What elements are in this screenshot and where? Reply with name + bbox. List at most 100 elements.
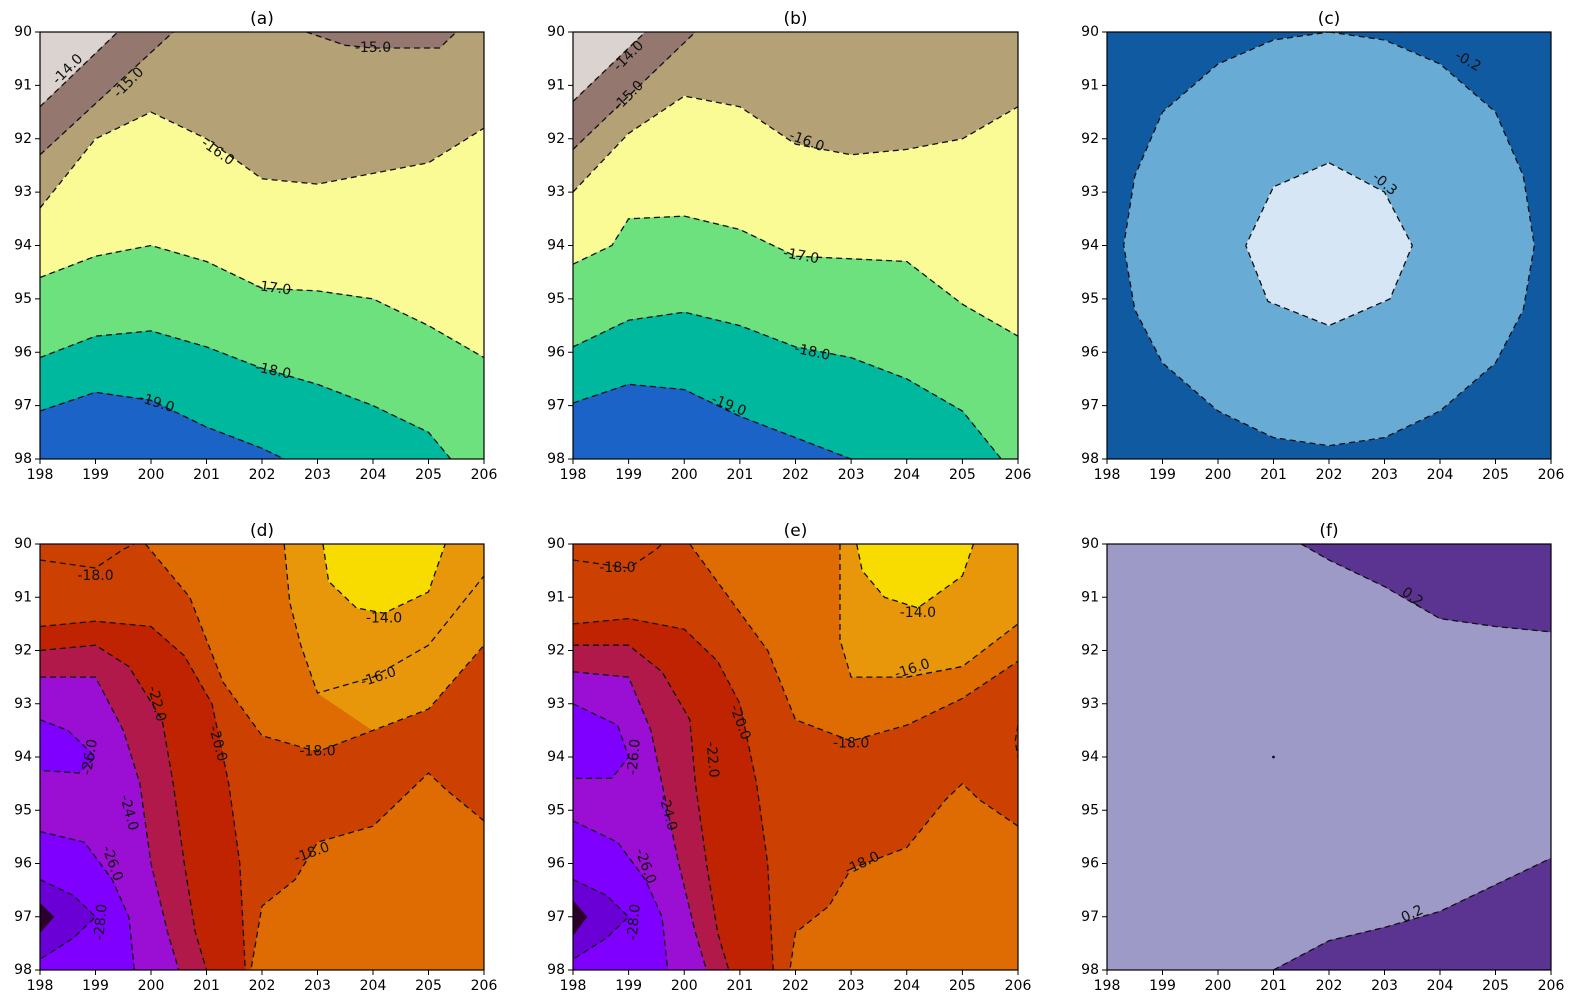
y-tick-label: 93: [547, 184, 565, 200]
x-tick-label: 201: [193, 978, 220, 994]
y-tick-label: 95: [14, 291, 32, 307]
contour-line-11: [573, 878, 630, 960]
x-tick-label: 204: [360, 467, 387, 483]
x-tick-label: 199: [615, 467, 642, 483]
contour-line-4: [1014, 724, 1018, 758]
x-tick-label: 200: [138, 467, 165, 483]
contour-line-0: [856, 544, 975, 609]
y-tick-label: 93: [14, 184, 32, 200]
contour-line-5: [40, 330, 452, 459]
y-tick-label: 91: [547, 77, 565, 93]
contour-line-9: [573, 703, 630, 779]
contour-band-3: [856, 544, 974, 609]
y-tick-label: 94: [1081, 749, 1099, 765]
x-tick-label: 201: [193, 467, 220, 483]
plot-area-f: 0.20.2: [1107, 544, 1551, 970]
y-tick-label: 92: [1081, 643, 1099, 659]
contour-label: -14.0: [366, 611, 402, 627]
x-tick-label: 199: [1149, 467, 1176, 483]
y-tick-label: 95: [14, 802, 32, 818]
contour-line-6: [40, 391, 285, 459]
contour-line-1: [1245, 162, 1414, 327]
x-tick-label: 200: [671, 467, 698, 483]
x-tick-label: 198: [1094, 978, 1121, 994]
x-tick-label: 202: [782, 978, 809, 994]
y-tick-label: 98: [1081, 962, 1099, 978]
contour-line-3: [789, 782, 1018, 970]
contour-line-0: [573, 32, 646, 102]
x-tick-label: 200: [1205, 978, 1232, 994]
contour-label: -26.0: [625, 738, 644, 775]
contour-line-10: [40, 878, 97, 960]
plot-area-d: -18.0-14.0-16.0-18.0-18.0-22.0-20.0-26.0…: [40, 544, 484, 970]
panel-d: -18.0-14.0-16.0-18.0-18.0-22.0-20.0-26.0…: [14, 521, 497, 994]
contour-label: -18.0: [599, 560, 635, 576]
x-tick-label: 203: [1371, 467, 1398, 483]
x-tick-label: 204: [1427, 978, 1454, 994]
panel-b: -14.0-15.0-16.0-17.0-18.0-19.0(b)198 199 2…: [547, 9, 1031, 483]
contour-line-2: [145, 544, 484, 753]
x-tick-label: 201: [1260, 467, 1287, 483]
plot-area-c: -0.2-0.3: [1107, 32, 1551, 459]
panel-title: (a): [250, 9, 274, 29]
contour-line-2: [573, 95, 1018, 193]
contour-label: -18.0: [254, 359, 293, 382]
panel-f: 0.20.2 (f) 198 199 200 201 202 203 204 205 206 90 91…: [1081, 521, 1564, 994]
x-tick-label: 204: [893, 467, 920, 483]
x-tick-label: 205: [415, 467, 442, 483]
contour-line-0: [322, 544, 446, 614]
contour-line-5: [573, 544, 663, 569]
x-tick-label: 201: [1260, 978, 1287, 994]
contour-label: -14.0: [900, 605, 936, 621]
x-tick-label: 199: [82, 978, 109, 994]
contour-line-0: [1123, 32, 1535, 447]
x-tick-label: 205: [1482, 467, 1509, 483]
x-tick-label: 205: [1482, 978, 1509, 994]
panel-title: (b): [783, 9, 807, 29]
x-tick-label: 205: [415, 978, 442, 994]
y-tick-label: 96: [1081, 344, 1099, 360]
y-tick-label: 96: [547, 344, 565, 360]
x-tick-label: 203: [838, 978, 865, 994]
x-tick-label: 198: [27, 978, 54, 994]
y-tick-label: 90: [1081, 24, 1099, 40]
y-tick-label: 91: [547, 589, 565, 605]
y-tick-label: 91: [14, 77, 32, 93]
contour-line-3: [40, 111, 484, 209]
contour-line-8: [573, 671, 708, 970]
y-tick-label: 90: [547, 536, 565, 552]
x-tick-label: 200: [671, 978, 698, 994]
contour-line-4: [40, 244, 484, 359]
x-tick-label: 200: [1205, 467, 1232, 483]
x-tick-label: 206: [471, 978, 498, 994]
y-tick-label: 98: [1081, 451, 1099, 467]
panel-title: (e): [784, 521, 808, 541]
plot-area-a: -14.0 -15.0-15.0-16.0-17.0-18.0-19.0: [40, 32, 484, 459]
contour-line-3: [250, 772, 484, 970]
contour-line-2: [306, 32, 457, 49]
y-tick-label: 91: [14, 589, 32, 605]
contour-band-10: [40, 902, 55, 934]
y-tick-label: 95: [1081, 291, 1099, 307]
y-tick-label: 94: [1081, 238, 1099, 254]
plot-area-e: -18.0-14.0-16.0-18.0-18.0-20.0-22.0-26.0…: [573, 544, 1018, 970]
y-tick-label: 95: [547, 802, 565, 818]
x-tick-label: 202: [1316, 467, 1343, 483]
x-tick-label: 198: [560, 978, 587, 994]
y-tick-label: 91: [1081, 589, 1099, 605]
x-tick-label: 203: [1371, 978, 1398, 994]
y-tick-label: 96: [14, 856, 32, 872]
x-tick-label: 199: [1149, 978, 1176, 994]
x-tick-label: 200: [138, 978, 165, 994]
y-tick-label: 90: [14, 536, 32, 552]
contour-label: -18.0: [793, 341, 832, 364]
x-tick-label: 202: [249, 978, 276, 994]
y-tick-label: 95: [1081, 802, 1099, 818]
contour-line-1: [573, 32, 696, 150]
x-tick-label: 201: [727, 978, 754, 994]
y-tick-label: 90: [1081, 536, 1099, 552]
panel-title: (f): [1319, 521, 1338, 541]
contour-label: -28.0: [91, 903, 110, 940]
contour-line-2: [689, 544, 1018, 742]
